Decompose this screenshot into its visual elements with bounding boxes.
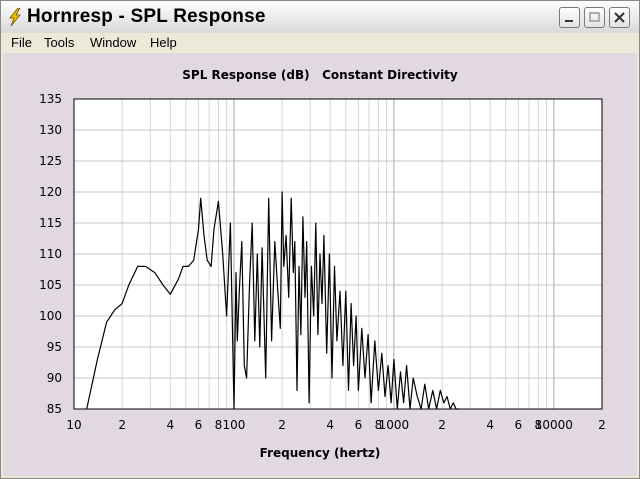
y-tick-label: 85 [47,402,62,416]
x-tick-label: 4 [166,418,174,432]
y-tick-label: 90 [47,371,62,385]
x-tick-label: 2 [598,418,606,432]
spl-curve [86,191,459,410]
chart-title: SPL Response (dB) Constant Directivity [0,68,640,82]
y-tick-label: 110 [39,247,62,261]
maximize-button[interactable] [584,7,605,28]
x-tick-label: 1000 [379,418,410,432]
grid [74,99,602,409]
maximize-icon [589,12,600,22]
x-axis-label: Frequency (hertz) [260,446,381,460]
menu-tools[interactable]: Tools [44,35,75,50]
close-icon [614,12,625,23]
menu-bar: File Tools Window Help [1,33,639,53]
window-title: Hornresp - SPL Response [27,6,266,27]
x-tick-label: 6 [195,418,203,432]
x-tick-label: 8 [535,418,543,432]
menu-window[interactable]: Window [90,35,137,50]
title-bar[interactable]: Hornresp - SPL Response [1,1,639,34]
menu-file[interactable]: File [11,35,32,50]
y-tick-label: 95 [47,340,62,354]
menu-help[interactable]: Help [150,35,177,50]
y-tick-label: 105 [39,278,62,292]
y-axis-ticks: 135 130 125 120 115 110 105 100 95 90 85 [39,92,62,416]
x-tick-label: 6 [355,418,363,432]
chart-title-sub: Constant Directivity [322,68,458,82]
close-button[interactable] [609,7,630,28]
x-tick-label: 10000 [535,418,573,432]
minimize-button[interactable] [559,7,580,28]
app-lightning-icon [9,8,21,26]
x-tick-label: 2 [118,418,126,432]
plot-frame [73,98,603,410]
y-tick-label: 125 [39,154,62,168]
y-tick-label: 115 [39,216,62,230]
x-tick-label: 8 [375,418,383,432]
chart-title-main: SPL Response (dB) [182,68,310,82]
x-tick-label: 2 [278,418,286,432]
y-tick-label: 120 [39,185,62,199]
y-tick-label: 130 [39,123,62,137]
x-tick-label: 4 [486,418,494,432]
y-tick-label: 100 [39,309,62,323]
x-tick-label: 8 [215,418,223,432]
x-tick-label: 100 [222,418,245,432]
x-tick-label: 4 [326,418,334,432]
minimize-icon [565,20,573,22]
y-tick-label: 135 [39,92,62,106]
x-tick-label: 2 [438,418,446,432]
x-tick-label: 10 [66,418,81,432]
x-tick-label: 6 [515,418,523,432]
